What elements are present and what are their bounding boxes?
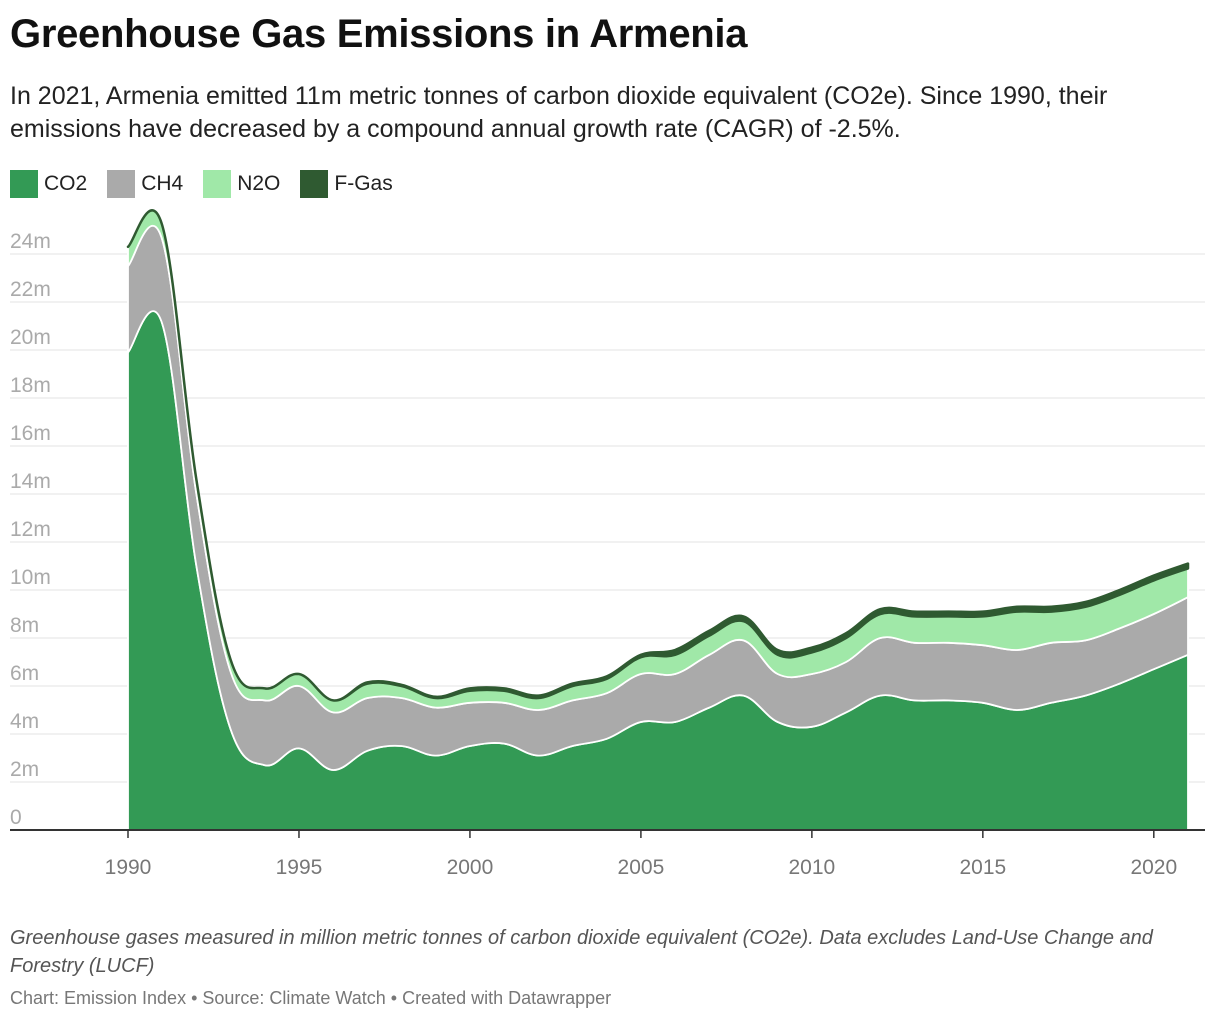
ytick-label-8: 8m bbox=[10, 614, 39, 637]
area-n2o bbox=[127, 209, 1189, 714]
xtick-label-2000: 2000 bbox=[447, 856, 494, 879]
ytick-label-24: 24m bbox=[10, 230, 51, 253]
legend-item-n2o: N2O bbox=[203, 170, 280, 198]
stacked-area-chart: 0 2m 4m 6m 8m 10m 12m 14m 16m 18m 20m 22m 24m 1990 199… bbox=[10, 209, 1205, 879]
ytick-label-12: 12m bbox=[10, 518, 51, 541]
legend-swatch-co2 bbox=[10, 170, 38, 198]
ytick-label-14: 14m bbox=[10, 470, 51, 493]
ytick-label-6: 6m bbox=[10, 662, 39, 685]
area-fgas bbox=[126, 209, 1190, 702]
xtick-label-2005: 2005 bbox=[618, 856, 665, 879]
legend-label-ch4: CH4 bbox=[141, 172, 184, 195]
legend-item-ch4: CH4 bbox=[107, 170, 183, 198]
xtick-label-1990: 1990 bbox=[105, 856, 152, 879]
xtick-label-2020: 2020 bbox=[1130, 856, 1177, 879]
legend-swatch-n2o bbox=[203, 170, 232, 198]
ytick-label-10: 10m bbox=[10, 566, 51, 589]
chart-subtitle: In 2021, Armenia emitted 11m metric tonn… bbox=[10, 82, 1108, 143]
xtick-label-2015: 2015 bbox=[959, 856, 1006, 879]
chart-title: Greenhouse Gas Emissions in Armenia bbox=[10, 12, 748, 56]
ytick-label-16: 16m bbox=[10, 422, 51, 445]
ytick-label-0: 0 bbox=[10, 806, 22, 829]
legend-item-fgas: F-Gas bbox=[300, 170, 393, 198]
legend-label-co2: CO2 bbox=[44, 172, 88, 195]
axes: 0 2m 4m 6m 8m 10m 12m 14m 16m 18m 20m 22m 24m 1990 199… bbox=[10, 230, 1205, 879]
legend: CO2 CH4 N2O F-Gas bbox=[10, 170, 413, 198]
legend-label-fgas: F-Gas bbox=[334, 172, 393, 195]
ytick-label-4: 4m bbox=[10, 710, 39, 733]
legend-swatch-fgas bbox=[300, 170, 329, 198]
ytick-label-22: 22m bbox=[10, 278, 51, 301]
legend-label-n2o: N2O bbox=[237, 172, 281, 195]
ytick-label-18: 18m bbox=[10, 374, 51, 397]
chart-credit: Chart: Emission Index • Source: Climate … bbox=[10, 988, 612, 1008]
area-series bbox=[126, 209, 1190, 831]
legend-item-co2: CO2 bbox=[10, 170, 87, 198]
xtick-label-2010: 2010 bbox=[789, 856, 836, 879]
ytick-label-20: 20m bbox=[10, 326, 51, 349]
chart-notes: Greenhouse gases measured in million met… bbox=[10, 927, 1153, 977]
xtick-label-1995: 1995 bbox=[276, 856, 323, 879]
ytick-label-2: 2m bbox=[10, 758, 39, 781]
legend-swatch-ch4 bbox=[107, 170, 136, 198]
